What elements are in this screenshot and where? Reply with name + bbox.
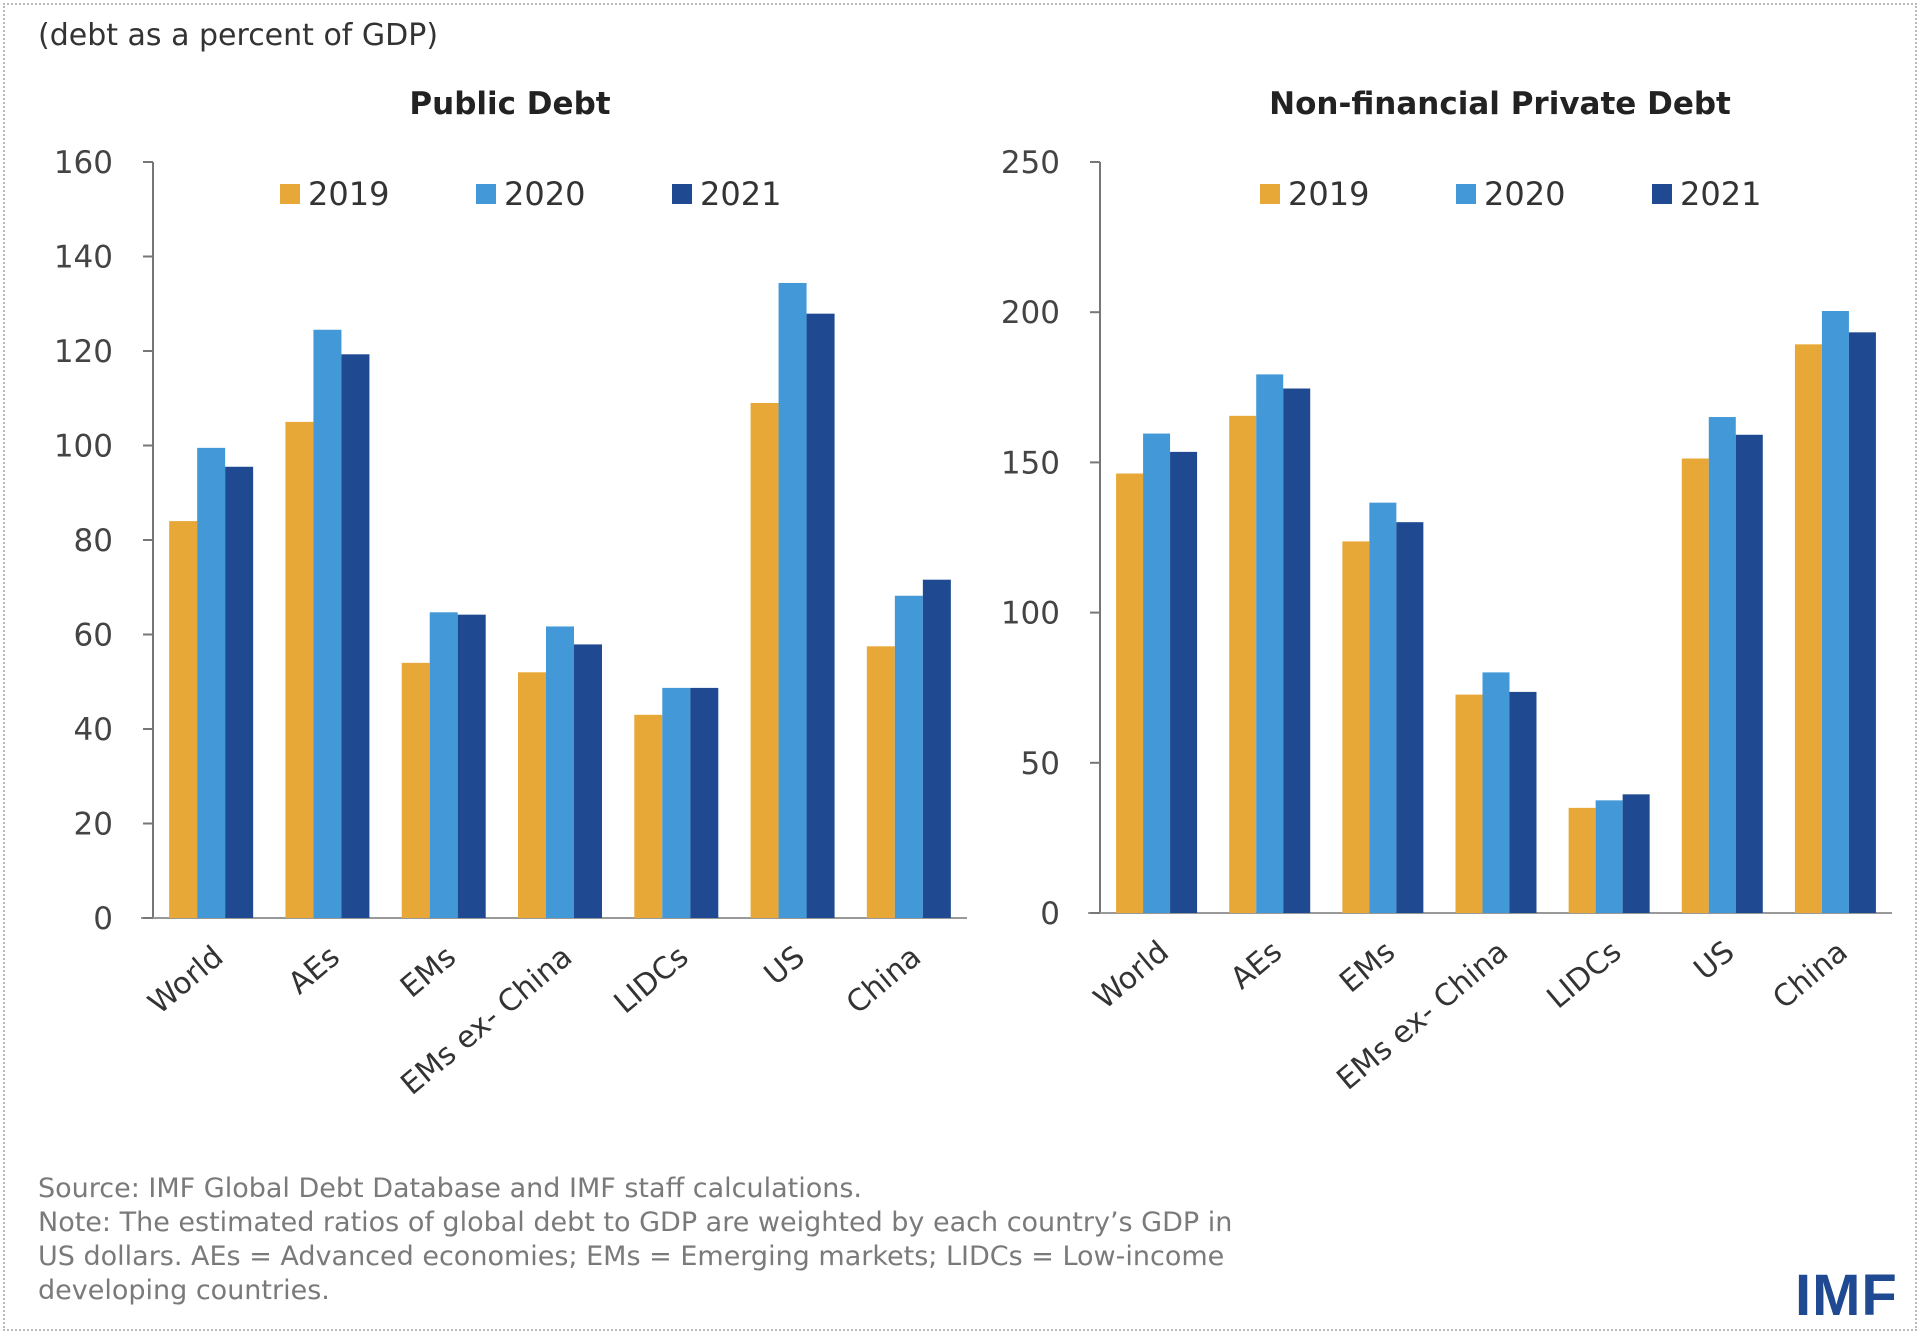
imf-logo: IMF: [1795, 1263, 1898, 1328]
private-debt-legend-label: 2020: [1484, 175, 1565, 213]
public-debt-y-tick-label: 60: [74, 618, 113, 654]
private-debt-bar-2021: [1283, 388, 1311, 913]
private-debt-legend-swatch-2021: [1652, 184, 1672, 204]
public-debt-legend-label: 2020: [504, 175, 585, 213]
public-debt-category-label: LIDCs: [608, 939, 696, 1021]
private-debt-bar-2019: [1342, 541, 1370, 913]
private-debt-bar-2020: [1256, 374, 1284, 913]
private-debt-bar-2019: [1681, 458, 1709, 913]
public-debt-y-tick-label: 100: [54, 429, 113, 465]
public-debt-legend-label: 2021: [700, 175, 781, 213]
public-debt-y-tick-label: 160: [54, 145, 113, 181]
public-debt-bar-2019: [634, 714, 663, 918]
public-debt-bar-2020: [546, 626, 574, 918]
private-debt-bar-2021: [1170, 451, 1198, 913]
public-debt-bar-2020: [313, 329, 342, 918]
public-debt-bar-2019: [518, 672, 546, 918]
public-debt-bar-2020: [778, 282, 807, 919]
private-debt-category-label: US: [1688, 934, 1742, 987]
public-debt-category-label: US: [758, 939, 812, 992]
private-debt-category-label: LIDCs: [1540, 934, 1628, 1016]
private-debt-category-label: China: [1766, 934, 1854, 1016]
public-debt-y-tick-label: 120: [54, 334, 113, 370]
private-debt-y-tick-label: 50: [1021, 746, 1060, 782]
private-debt-y-tick-label: 0: [1040, 896, 1060, 932]
source-note: Source: IMF Global Debt Database and IMF…: [38, 1173, 863, 1204]
public-debt-bar-2020: [894, 595, 923, 918]
subtitle: (debt as a percent of GDP): [38, 18, 439, 53]
public-debt-title: Public Debt: [409, 86, 610, 122]
private-debt-bar-2021: [1848, 332, 1876, 914]
private-debt-bar-2020: [1369, 502, 1397, 913]
public-debt-y-tick-label: 140: [54, 240, 113, 276]
private-debt-legend-swatch-2020: [1456, 184, 1476, 204]
public-debt-bar-2021: [341, 354, 370, 918]
public-debt-legend-swatch-2021: [672, 184, 692, 204]
public-debt-bar-2020: [429, 612, 458, 918]
public-debt-bar-2020: [197, 447, 226, 918]
public-debt-category-label: AEs: [282, 939, 347, 1001]
private-debt-bar-2019: [1116, 473, 1144, 913]
private-debt-bar-2019: [1794, 344, 1822, 914]
public-debt-bar-2019: [285, 421, 314, 918]
private-debt-bar-2020: [1143, 433, 1171, 913]
private-debt-category-label: EMs: [1333, 934, 1402, 1000]
private-debt-bar-2019: [1568, 807, 1596, 913]
public-debt-bar-2020: [662, 687, 691, 918]
private-debt-title: Non-financial Private Debt: [1269, 86, 1731, 122]
note-line-2: US dollars. AEs = Advanced economies; EM…: [38, 1241, 1225, 1272]
public-debt-bar-2021: [574, 644, 602, 918]
public-debt-category-label: EMs: [394, 939, 463, 1005]
private-debt-y-tick-label: 100: [1001, 596, 1060, 632]
private-debt-bar-2019: [1455, 694, 1483, 913]
private-debt-category-label: World: [1087, 934, 1175, 1016]
private-debt-bar-2021: [1622, 794, 1650, 913]
private-debt-legend-swatch-2019: [1260, 184, 1280, 204]
public-debt-bar-2021: [806, 313, 835, 918]
public-debt-bar-2019: [866, 646, 895, 918]
note-line-1: Note: The estimated ratios of global deb…: [38, 1207, 1233, 1238]
private-debt-bar-2019: [1229, 415, 1257, 913]
public-debt-legend-swatch-2019: [280, 184, 300, 204]
private-debt-category-label: AEs: [1224, 934, 1289, 996]
private-debt-legend-label: 2021: [1680, 175, 1761, 213]
public-debt-category-label: World: [142, 939, 230, 1021]
private-debt-bar-2021: [1509, 691, 1537, 913]
public-debt-bar-2021: [922, 579, 951, 918]
private-debt-bar-2020: [1708, 417, 1736, 913]
public-debt-y-tick-label: 80: [74, 523, 113, 559]
private-debt-bar-2020: [1821, 310, 1849, 913]
public-debt-y-tick-label: 0: [93, 901, 113, 937]
public-debt-bar-2021: [457, 614, 486, 918]
private-debt-bar-2020: [1595, 800, 1623, 913]
public-debt-bar-2021: [225, 466, 254, 918]
private-debt-bar-2020: [1482, 672, 1510, 913]
public-debt-y-tick-label: 40: [74, 712, 113, 748]
public-debt-bar-2019: [169, 521, 198, 918]
public-debt-bar-2019: [401, 662, 430, 918]
private-debt-bar-2021: [1396, 522, 1424, 913]
private-debt-y-tick-label: 150: [1001, 445, 1060, 481]
note-line-3: developing countries.: [38, 1275, 330, 1306]
public-debt-category-label: China: [840, 939, 928, 1021]
public-debt-y-tick-label: 20: [74, 807, 113, 843]
public-debt-legend-label: 2019: [308, 175, 389, 213]
public-debt-bar-2019: [750, 402, 779, 919]
image-frame: [3, 3, 1917, 1331]
public-debt-legend-swatch-2020: [476, 184, 496, 204]
private-debt-bar-2021: [1735, 434, 1763, 913]
public-debt-bar-2021: [690, 687, 719, 918]
private-debt-y-tick-label: 250: [1001, 145, 1060, 181]
private-debt-y-tick-label: 200: [1001, 295, 1060, 331]
private-debt-legend-label: 2019: [1288, 175, 1369, 213]
